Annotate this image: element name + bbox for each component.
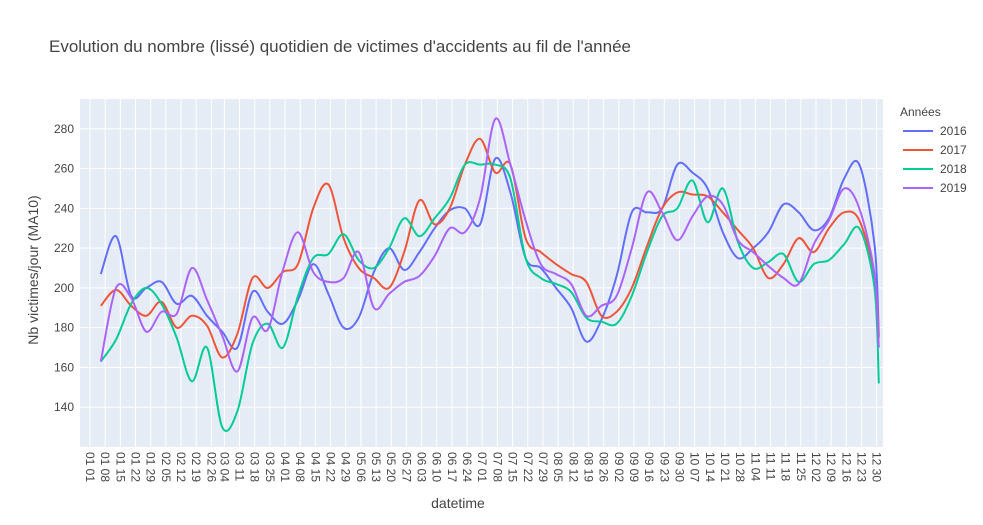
y-tick-label: 180 (54, 321, 74, 335)
x-tick-label: 04 29 (339, 452, 353, 482)
x-tick-label: 03 04 (217, 452, 231, 482)
x-tick-label: 09 23 (657, 452, 671, 482)
x-tick-label: 07 08 (490, 452, 504, 482)
legend-item-2017[interactable]: 2017 (903, 143, 967, 157)
x-tick-label: 08 12 (566, 452, 580, 482)
y-tick-label: 160 (54, 360, 74, 374)
x-tick-label: 06 24 (460, 452, 474, 482)
gridlines (80, 99, 883, 447)
x-tick-label: 08 26 (597, 452, 611, 482)
y-tick-label: 140 (54, 400, 74, 414)
x-tick-label: 01 01 (83, 452, 97, 482)
x-tick-label: 08 05 (551, 452, 565, 482)
x-tick-label: 03 18 (248, 452, 262, 482)
x-tick-label: 12 30 (870, 452, 884, 482)
x-tick-label: 05 06 (354, 452, 368, 482)
legend-item-2018[interactable]: 2018 (903, 162, 967, 176)
x-tick-label: 09 02 (612, 452, 626, 482)
legend-label: 2017 (940, 143, 967, 157)
x-tick-label: 04 08 (293, 452, 307, 482)
x-tick-label: 02 26 (204, 452, 218, 482)
x-tick-label: 06 03 (415, 452, 429, 482)
legend[interactable]: Années 2016 2017 2018 2019 (900, 105, 967, 195)
x-tick-label: 10 07 (688, 452, 702, 482)
x-tick-label: 06 10 (430, 452, 444, 482)
x-axis-title: datetime (431, 495, 485, 511)
y-tick-label: 280 (54, 122, 74, 136)
series-lines (99, 117, 880, 433)
x-tick-label: 10 28 (733, 452, 747, 482)
x-tick-label: 03 11 (233, 452, 247, 481)
x-tick-label: 01 22 (129, 452, 143, 482)
plot-area (80, 99, 883, 447)
x-tick-label: 03 25 (263, 452, 277, 482)
legend-label: 2019 (940, 181, 967, 195)
y-tick-label: 240 (54, 201, 74, 215)
y-tick-label: 220 (54, 241, 74, 255)
x-tick-label: 07 29 (536, 452, 550, 482)
x-tick-label: 01 15 (113, 452, 127, 482)
x-tick-label: 01 08 (98, 452, 112, 482)
x-tick-label: 12 23 (854, 452, 868, 482)
x-tick-label: 09 09 (627, 452, 641, 482)
x-tick-label: 06 17 (445, 452, 459, 482)
x-tick-label: 11 25 (794, 452, 808, 481)
x-tick-label: 04 15 (308, 452, 322, 482)
x-tick-label: 02 19 (189, 452, 203, 482)
series-line-2018 (99, 161, 880, 433)
x-tick-label: 12 16 (839, 452, 853, 482)
legend-item-2019[interactable]: 2019 (903, 181, 967, 195)
x-axis-ticks: 01 01 01 08 01 15 01 22 01 29 02 05 02 12 02 19… (83, 452, 884, 482)
x-tick-label: 10 21 (718, 452, 732, 482)
x-tick-label: 04 01 (278, 452, 292, 482)
x-tick-label: 02 05 (159, 452, 173, 482)
x-tick-label: 11 04 (748, 452, 762, 481)
x-tick-label: 10 14 (703, 452, 717, 482)
x-tick-label: 11 11 (763, 452, 777, 481)
chart-title: Evolution du nombre (lissé) quotidien de… (49, 37, 631, 56)
series-line-2019 (99, 117, 880, 373)
legend-title: Années (900, 105, 941, 119)
x-tick-label: 02 12 (174, 452, 188, 482)
x-tick-label: 07 22 (521, 452, 535, 482)
x-tick-label: 07 15 (506, 452, 520, 482)
legend-label: 2016 (940, 124, 967, 138)
x-tick-label: 09 30 (672, 452, 686, 482)
x-tick-label: 09 16 (642, 452, 656, 482)
series-line-2016 (99, 156, 880, 351)
x-tick-label: 01 29 (144, 452, 158, 482)
legend-label: 2018 (940, 162, 967, 176)
y-axis-title: Nb victimes/jour (MA10) (25, 195, 41, 344)
y-tick-label: 260 (54, 162, 74, 176)
x-tick-label: 07 01 (475, 452, 489, 482)
y-axis-ticks: 140 160 180 200 220 240 260 280 (54, 122, 74, 414)
legend-item-2016[interactable]: 2016 (903, 124, 967, 138)
x-tick-label: 04 22 (324, 452, 338, 482)
x-tick-label: 12 02 (809, 452, 823, 482)
x-tick-label: 11 18 (779, 452, 793, 481)
x-tick-label: 05 20 (384, 452, 398, 482)
x-tick-label: 12 09 (824, 452, 838, 482)
x-tick-label: 05 13 (369, 452, 383, 482)
x-tick-label: 05 27 (399, 452, 413, 482)
x-tick-label: 08 19 (581, 452, 595, 482)
y-tick-label: 200 (54, 281, 74, 295)
